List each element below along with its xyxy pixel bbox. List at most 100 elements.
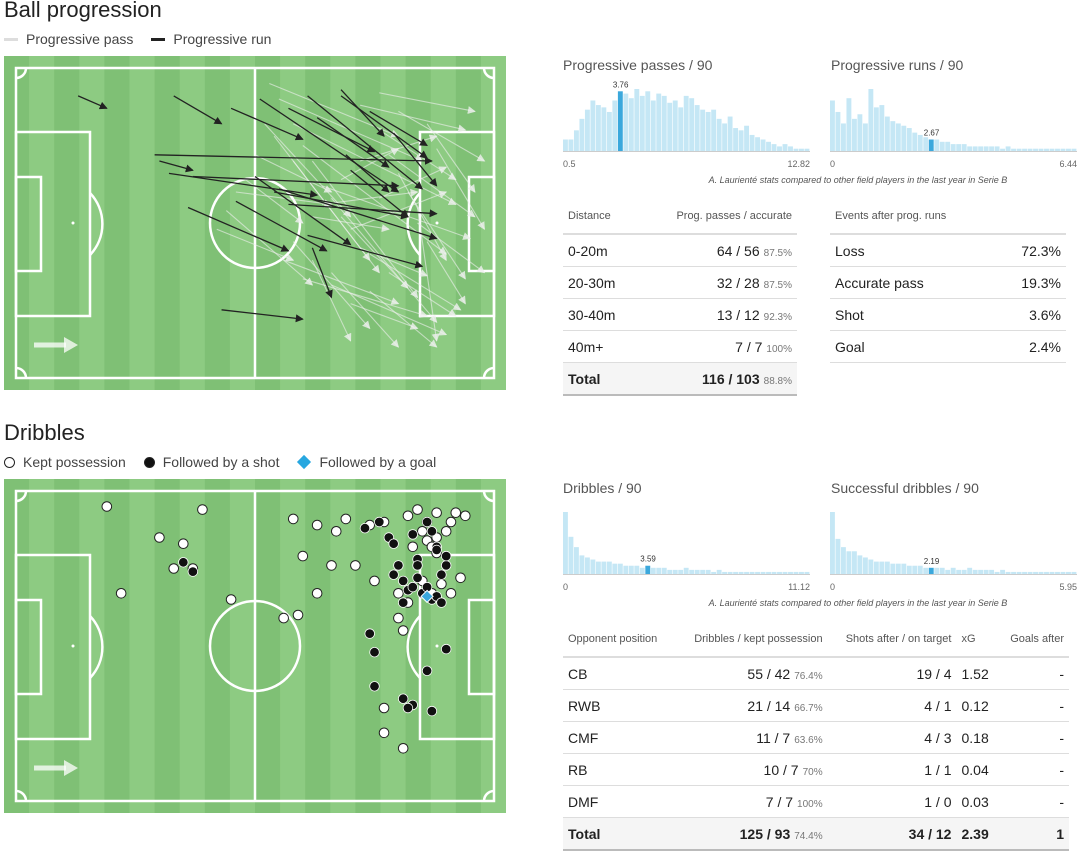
hist-bar bbox=[879, 561, 885, 574]
progressive-pass-arrow bbox=[416, 207, 440, 342]
progressive-pass-arrow bbox=[235, 191, 333, 208]
hist-bar bbox=[667, 102, 673, 151]
col-header: Opponent position bbox=[563, 630, 674, 658]
hist-bar bbox=[873, 107, 879, 151]
xg-cell: 0.04 bbox=[956, 753, 998, 786]
legend-label: Progressive pass bbox=[26, 31, 134, 47]
hist-bar bbox=[901, 125, 907, 151]
table-total-row: Total 116 / 103 88.8% bbox=[563, 362, 797, 396]
hist-bar bbox=[738, 130, 744, 151]
distance-cell: 0-20m bbox=[563, 234, 637, 267]
table-row: DMF 7 / 7 100% 1 / 0 0.03- bbox=[563, 785, 1069, 818]
progressive-pass-arrow bbox=[369, 253, 462, 311]
progressive-run-arrow bbox=[340, 89, 385, 137]
col-header: Events after prog. runs bbox=[830, 207, 998, 235]
event-cell: Loss bbox=[830, 234, 998, 267]
hist-title: Progressive runs / 90 bbox=[831, 57, 964, 73]
dribble-shot-point bbox=[178, 557, 189, 568]
progressive-pass-arrow bbox=[388, 272, 457, 317]
progressive-run-arrow bbox=[159, 160, 194, 173]
dribble-shot-point bbox=[364, 628, 375, 639]
corner-arc bbox=[15, 67, 28, 80]
col-header bbox=[997, 207, 1066, 235]
goals-cell: - bbox=[997, 753, 1069, 786]
hist-bar bbox=[563, 139, 568, 151]
legend-label: Followed by a shot bbox=[162, 454, 280, 470]
progressive-pass-arrow bbox=[302, 278, 429, 318]
dribble-kept-point bbox=[369, 575, 380, 587]
right-penalty-arc bbox=[406, 192, 421, 256]
progressive-run-arrow bbox=[393, 132, 438, 187]
dribble-kept-point bbox=[378, 702, 390, 714]
hist-bar bbox=[744, 571, 750, 574]
progressive-pass-arrow bbox=[360, 104, 467, 133]
penalty-spot bbox=[435, 644, 439, 648]
progressive-run-arrow bbox=[187, 206, 290, 252]
dribble-shot-point bbox=[412, 572, 423, 584]
progressive-pass-arrow bbox=[417, 222, 486, 274]
hist-bar bbox=[590, 100, 596, 151]
hist-bar bbox=[956, 144, 962, 151]
dribble-kept-point bbox=[278, 612, 289, 624]
event-cell: Accurate pass bbox=[830, 266, 998, 299]
hist-bar bbox=[956, 569, 962, 574]
hist-bar bbox=[895, 563, 901, 574]
hist-bar bbox=[700, 569, 706, 574]
hist-bar bbox=[1000, 148, 1006, 151]
hist-bar bbox=[689, 98, 695, 151]
position-cell: RWB bbox=[563, 689, 674, 722]
col-header: Shots after / on target bbox=[827, 630, 957, 658]
pitch-stripe bbox=[204, 56, 231, 390]
hist-max-label: 6.44 bbox=[1059, 159, 1077, 169]
hist-bar bbox=[972, 569, 978, 574]
hist-bar bbox=[623, 565, 629, 574]
dribble-kept-point bbox=[197, 504, 208, 515]
dribble-shot-point bbox=[436, 597, 447, 608]
hist-bar bbox=[1044, 148, 1049, 151]
hist-bar bbox=[945, 569, 951, 574]
hist-bar bbox=[978, 569, 984, 574]
dribble-shot-point bbox=[402, 702, 414, 714]
progressive-pass-arrow bbox=[379, 166, 448, 199]
dribble-kept-point bbox=[436, 578, 447, 590]
hist-bar bbox=[711, 571, 717, 574]
passes-cell: 13 / 12 92.3% bbox=[636, 298, 797, 331]
xg-cell: 1.52 bbox=[956, 657, 998, 690]
passes-cell: 64 / 56 87.5% bbox=[636, 234, 797, 267]
hist-bar bbox=[568, 536, 574, 574]
hist-bar bbox=[749, 571, 755, 574]
progressive-run-arrow bbox=[230, 107, 304, 141]
hist-bar bbox=[738, 571, 744, 574]
legend-label: Kept possession bbox=[23, 454, 126, 470]
dribble-shot-point bbox=[426, 526, 438, 537]
pitch-stripe bbox=[54, 479, 80, 813]
dribble-shot-point bbox=[426, 705, 438, 717]
legend-progressive-pass: Progressive pass bbox=[4, 31, 133, 47]
hist-bar bbox=[840, 123, 846, 151]
position-cell: DMF bbox=[563, 785, 674, 818]
hist-bar bbox=[601, 107, 607, 151]
progressive-pass-arrow bbox=[292, 123, 457, 205]
table-row: 0-20m 64 / 56 87.5% bbox=[563, 234, 797, 267]
hist-bar bbox=[912, 565, 918, 574]
xg-cell: 0.12 bbox=[956, 689, 998, 722]
hist-bar bbox=[895, 123, 901, 151]
hist-bar bbox=[733, 571, 739, 574]
hist-dribbles: 3.59 0 11.12 bbox=[563, 512, 810, 592]
progressive-pass-arrow bbox=[292, 160, 380, 274]
hist-bar bbox=[573, 130, 579, 151]
hist-max-label: 12.82 bbox=[787, 159, 810, 169]
progressive-pass-arrow bbox=[311, 259, 352, 342]
hist-bar bbox=[722, 123, 728, 151]
corner-arc bbox=[15, 490, 28, 503]
hist-bar bbox=[846, 98, 852, 151]
hist-value-label: 2.19 bbox=[924, 557, 940, 566]
dribble-kept-point bbox=[445, 588, 457, 599]
progressive-pass-arrow bbox=[350, 190, 448, 230]
pitch-stripe bbox=[255, 479, 281, 813]
hist-bar bbox=[835, 538, 841, 574]
pct: 66.7% bbox=[794, 702, 823, 714]
progressive-pass-arrow bbox=[379, 92, 476, 114]
dribbles-cell: 21 / 14 66.7% bbox=[673, 689, 828, 722]
hist-bar bbox=[1011, 148, 1017, 151]
